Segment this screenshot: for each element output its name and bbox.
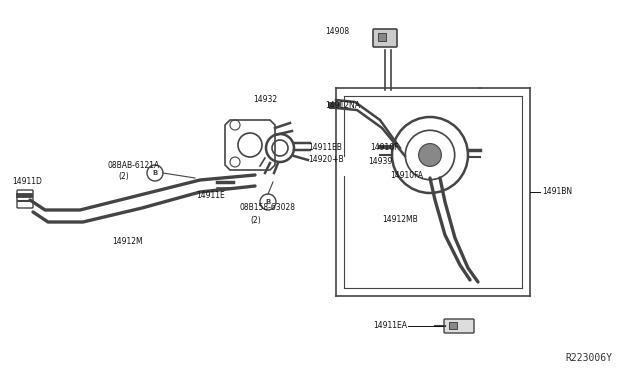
Circle shape [419, 144, 442, 166]
Text: B: B [152, 170, 157, 176]
Text: 14908: 14908 [325, 28, 349, 36]
Text: 14910F: 14910F [370, 144, 399, 153]
Text: 14939: 14939 [368, 157, 392, 166]
Text: 08B158-63028: 08B158-63028 [240, 203, 296, 212]
Text: 14932: 14932 [253, 96, 277, 105]
Text: 14912M: 14912M [112, 237, 143, 247]
Text: 14912MB: 14912MB [382, 215, 418, 224]
Text: 14911EB: 14911EB [308, 144, 342, 153]
Text: 08BAB-6121A: 08BAB-6121A [108, 160, 160, 170]
Text: 1491BN: 1491BN [542, 187, 572, 196]
Text: (2): (2) [250, 215, 260, 224]
FancyBboxPatch shape [373, 29, 397, 47]
Text: R223006Y: R223006Y [565, 353, 612, 363]
Bar [378, 33, 386, 41]
Text: 14912NA: 14912NA [325, 100, 360, 109]
Bar [449, 322, 457, 329]
Text: (2): (2) [118, 171, 129, 180]
Text: 14920+B: 14920+B [308, 155, 344, 164]
Text: B: B [266, 199, 271, 205]
Text: 14911E: 14911E [196, 192, 225, 201]
FancyBboxPatch shape [444, 319, 474, 333]
Text: 14910FA: 14910FA [390, 170, 423, 180]
Text: 14911EA: 14911EA [373, 321, 407, 330]
Text: 14911D: 14911D [12, 177, 42, 186]
